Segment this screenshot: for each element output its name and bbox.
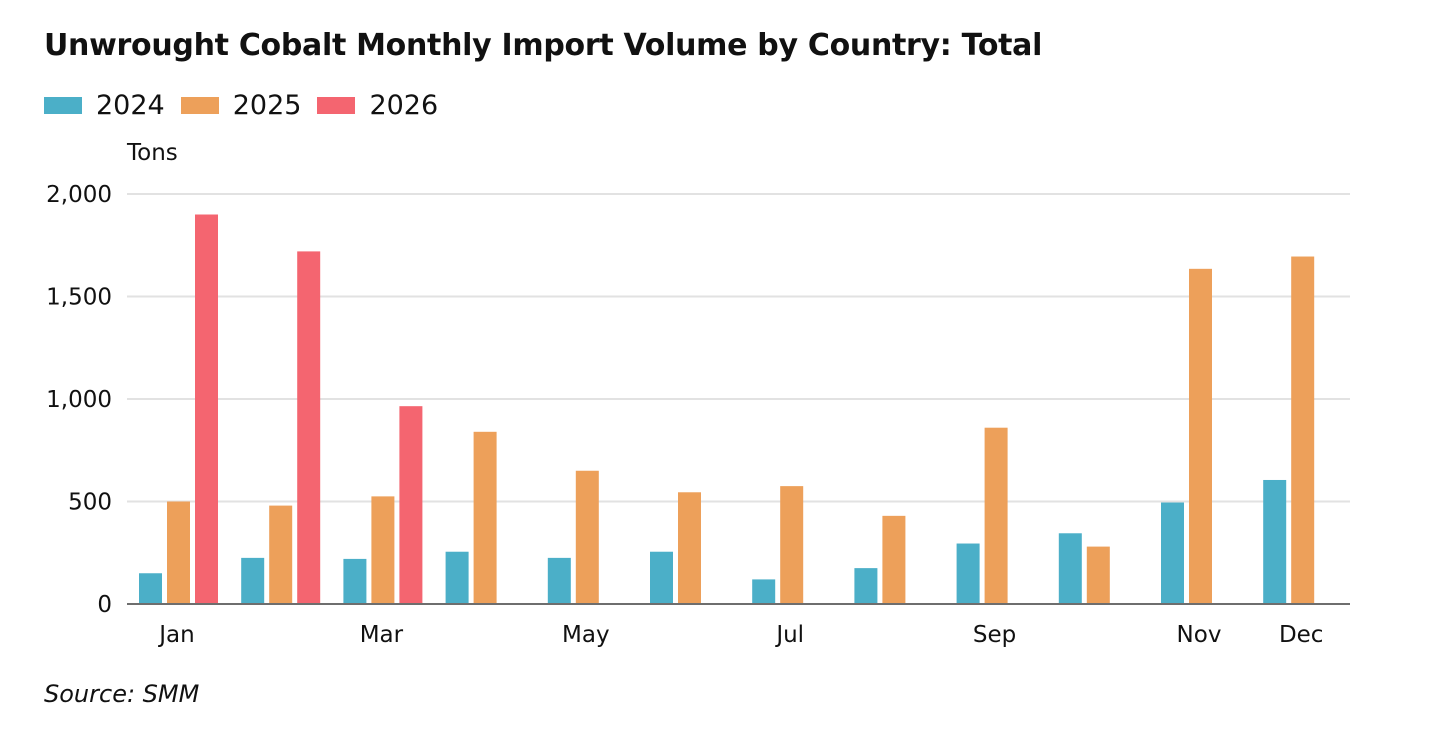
x-tick-label: Nov [1177, 622, 1222, 648]
bar-2025-may [575, 470, 599, 604]
legend-label-2025: 2025 [232, 90, 302, 121]
x-tick-label: Mar [360, 622, 404, 648]
bar-2025-dec [1291, 256, 1315, 604]
bar-2024-may [547, 557, 571, 604]
y-tick-label: 500 [68, 490, 112, 516]
bar-2026-jan [195, 214, 218, 604]
x-tick-label: Dec [1279, 622, 1324, 648]
legend-label-2024: 2024 [96, 90, 165, 121]
bar-2024-jun [650, 551, 673, 604]
y-tick-label: 0 [97, 592, 112, 618]
bar-2025-apr [473, 431, 497, 604]
bar-2024-apr [445, 551, 469, 604]
bar-2024-jul [752, 579, 776, 604]
bar-2024-sep [956, 543, 980, 604]
bar-2024-nov [1161, 502, 1184, 604]
bar-2024-dec [1263, 479, 1287, 604]
y-tick-label: 1,500 [46, 285, 112, 311]
bar-2026-mar [399, 406, 423, 604]
bar-2025-feb [269, 505, 293, 604]
bar-2024-oct [1058, 533, 1082, 604]
chart-title: Unwrought Cobalt Monthly Import Volume b… [44, 28, 1043, 63]
legend-swatch-2025 [180, 97, 219, 114]
legend-item-2024[interactable]: 2024 [44, 90, 165, 121]
bar-2024-aug [854, 568, 878, 604]
x-tick-label: Sep [973, 622, 1016, 648]
bar-2025-sep [984, 427, 1008, 604]
y-tick-label: 2,000 [46, 182, 112, 208]
bar-2025-oct [1086, 546, 1110, 604]
source-note: Source: SMM [44, 680, 200, 708]
bar-2025-mar [371, 496, 395, 604]
legend-label-2026: 2026 [369, 90, 439, 121]
bar-2025-nov [1189, 268, 1212, 604]
bar-2024-jan [139, 573, 162, 604]
bar-2025-jan [167, 501, 190, 604]
bar-2024-feb [241, 557, 265, 604]
legend-item-2026[interactable]: 2026 [317, 90, 438, 121]
legend-swatch-2024 [44, 97, 82, 114]
bar-2025-jul [780, 486, 804, 604]
bar-2024-mar [343, 558, 367, 604]
legend: 2024 2025 2026 [44, 90, 454, 121]
bar-2025-jun [678, 492, 701, 604]
x-tick-label: Jul [774, 622, 804, 648]
x-tick-label: Jan [157, 622, 194, 648]
legend-item-2025[interactable]: 2025 [180, 90, 302, 121]
x-tick-label: May [562, 622, 610, 648]
bar-2026-feb [297, 251, 321, 604]
y-axis-unit-label: Tons [127, 140, 178, 166]
y-tick-label: 1,000 [46, 387, 112, 413]
legend-swatch-2026 [317, 97, 356, 114]
bar-2025-aug [882, 515, 906, 604]
